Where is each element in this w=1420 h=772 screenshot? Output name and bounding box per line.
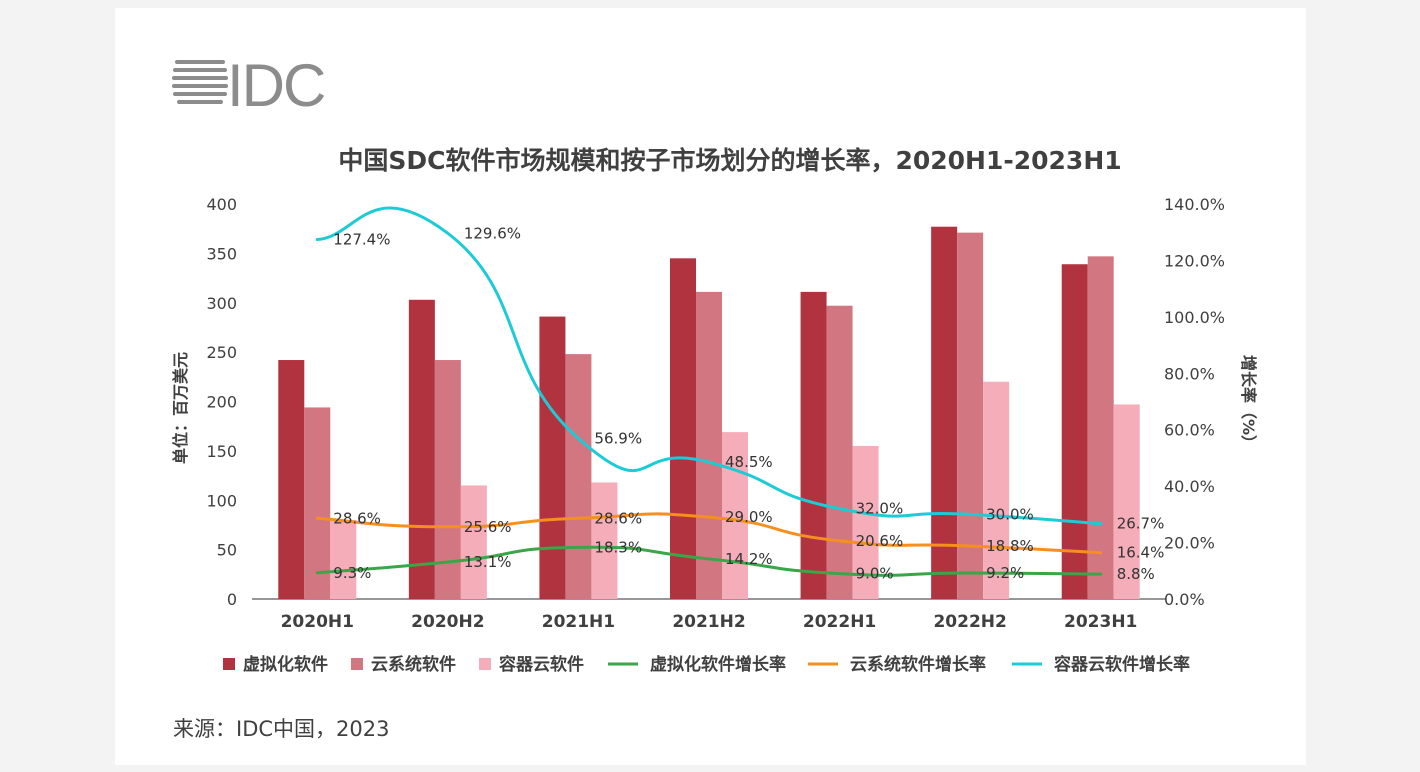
legend-item: 云系统软件 [351, 654, 456, 675]
chart-card: IDC 中国SDC软件市场规模和按子市场划分的增长率，2020H1-2023H1… [115, 8, 1306, 765]
data-label: 48.5% [725, 453, 773, 471]
bar-2021H1-1 [539, 316, 566, 599]
bar-2022H2-1 [931, 226, 958, 599]
y2-tick-label: 100.0% [1164, 308, 1225, 327]
legend-label: 容器云软件 [499, 654, 584, 675]
data-label: 14.2% [725, 550, 773, 568]
data-label: 13.1% [464, 553, 512, 571]
bar-2020H1-3 [330, 520, 357, 599]
x-tick-label: 2022H2 [933, 612, 1006, 632]
legend-item: 虚拟化软件增长率 [608, 654, 786, 675]
data-label: 8.8% [1117, 565, 1155, 583]
legend-label: 虚拟化软件 [243, 654, 328, 675]
legend-label: 虚拟化软件增长率 [650, 654, 786, 675]
growth-line-1 [315, 545, 1103, 577]
plot-area: 0 50 100 150 200 250 300 350 400 0.0% 20.0% 40.0% 60… [206, 195, 1225, 632]
bar-2021H1-2 [565, 354, 592, 599]
data-label: 30.0% [986, 505, 1034, 523]
bar-2022H1-2 [826, 305, 853, 599]
y-tick-label: 300 [206, 294, 237, 313]
data-label: 16.4% [1117, 544, 1165, 562]
data-label: 129.6% [464, 224, 521, 242]
data-label: 32.0% [856, 500, 904, 518]
y-tick-label: 350 [206, 244, 237, 263]
y-tick-label: 400 [206, 195, 237, 214]
y-tick-label: 200 [206, 393, 237, 412]
y-tick-label: 100 [206, 491, 237, 510]
y2-tick-label: 80.0% [1164, 364, 1215, 383]
y-tick-label: 250 [206, 343, 237, 362]
y2-tick-label: 120.0% [1164, 251, 1225, 270]
data-label: 18.3% [594, 538, 642, 556]
bar-2020H2-2 [434, 360, 461, 599]
y2-tick-label: 40.0% [1164, 477, 1215, 496]
growth-line-3 [315, 206, 1103, 526]
growth-line-2 [315, 512, 1103, 555]
x-tick-label: 2020H2 [411, 612, 484, 632]
data-label: 28.6% [333, 509, 381, 527]
bar-2023H1-1 [1061, 264, 1088, 599]
data-label: 9.2% [986, 564, 1024, 582]
source-note: 来源：IDC中国，2023 [173, 717, 389, 741]
legend-item: 云系统软件增长率 [808, 654, 986, 675]
legend-item: 容器云软件增长率 [1012, 654, 1190, 675]
y2-tick-label: 60.0% [1164, 421, 1215, 440]
y2-tick-label: 20.0% [1164, 534, 1215, 553]
chart: IDC 中国SDC软件市场规模和按子市场划分的增长率，2020H1-2023H1… [171, 52, 1258, 741]
y2-tick-label: 140.0% [1164, 195, 1225, 214]
legend-label: 容器云软件增长率 [1054, 654, 1190, 675]
bar-2021H2-1 [670, 258, 696, 599]
bar-2021H2-3 [722, 432, 748, 599]
x-tick-label: 2021H2 [672, 612, 745, 632]
legend-label: 云系统软件增长率 [850, 654, 986, 675]
data-label: 28.6% [594, 509, 642, 527]
bar-2021H2-2 [696, 291, 722, 599]
bar-2020H2-3 [460, 485, 487, 599]
logo-text: IDC [227, 52, 325, 119]
x-tick-label: 2022H1 [803, 612, 876, 632]
bar-2020H2-1 [408, 299, 435, 599]
legend-swatch [223, 658, 235, 670]
bar-2022H1-1 [800, 291, 827, 599]
x-tick-label: 2023H1 [1064, 612, 1137, 632]
legend-item: 虚拟化软件 [223, 654, 328, 675]
data-label: 29.0% [725, 508, 773, 526]
bar-2022H2-2 [957, 232, 984, 599]
bar-2023H1-2 [1087, 256, 1114, 599]
bar-2020H1-1 [278, 360, 305, 599]
data-label: 20.6% [856, 532, 904, 550]
data-label: 26.7% [1117, 515, 1165, 533]
y-tick-label: 150 [206, 442, 237, 461]
idc-logo: IDC [172, 52, 327, 119]
data-label: 18.8% [986, 537, 1034, 555]
data-label: 9.3% [333, 564, 371, 582]
y2-tick-label: 0.0% [1164, 590, 1205, 609]
x-tick-label: 2021H1 [542, 612, 615, 632]
legend-swatch [479, 658, 491, 670]
bar-2020H1-2 [304, 407, 331, 599]
bar-2023H1-3 [1113, 404, 1140, 599]
y-axis-label: 单位：百万美元 [171, 352, 190, 464]
legend-label: 云系统软件 [371, 654, 456, 675]
data-label: 127.4% [333, 231, 390, 249]
chart-title: 中国SDC软件市场规模和按子市场划分的增长率，2020H1-2023H1 [338, 146, 1121, 175]
x-tick-label: 2020H1 [281, 612, 354, 632]
bar-2021H1-3 [591, 482, 618, 599]
legend: 虚拟化软件 云系统软件 容器云软件 虚拟化软件增长率 云系统软件增长率 容器云软件增长率 [223, 654, 1190, 675]
y-tick-label: 0 [227, 590, 237, 609]
y-tick-label: 50 [217, 541, 237, 560]
legend-swatch [351, 658, 363, 670]
y2-axis-label: 增长率（%） [1239, 355, 1258, 451]
data-label: 25.6% [464, 518, 512, 536]
data-label: 56.9% [594, 429, 642, 447]
data-label: 9.0% [856, 565, 894, 583]
bar-2022H2-3 [983, 381, 1010, 599]
legend-item: 容器云软件 [479, 654, 584, 675]
